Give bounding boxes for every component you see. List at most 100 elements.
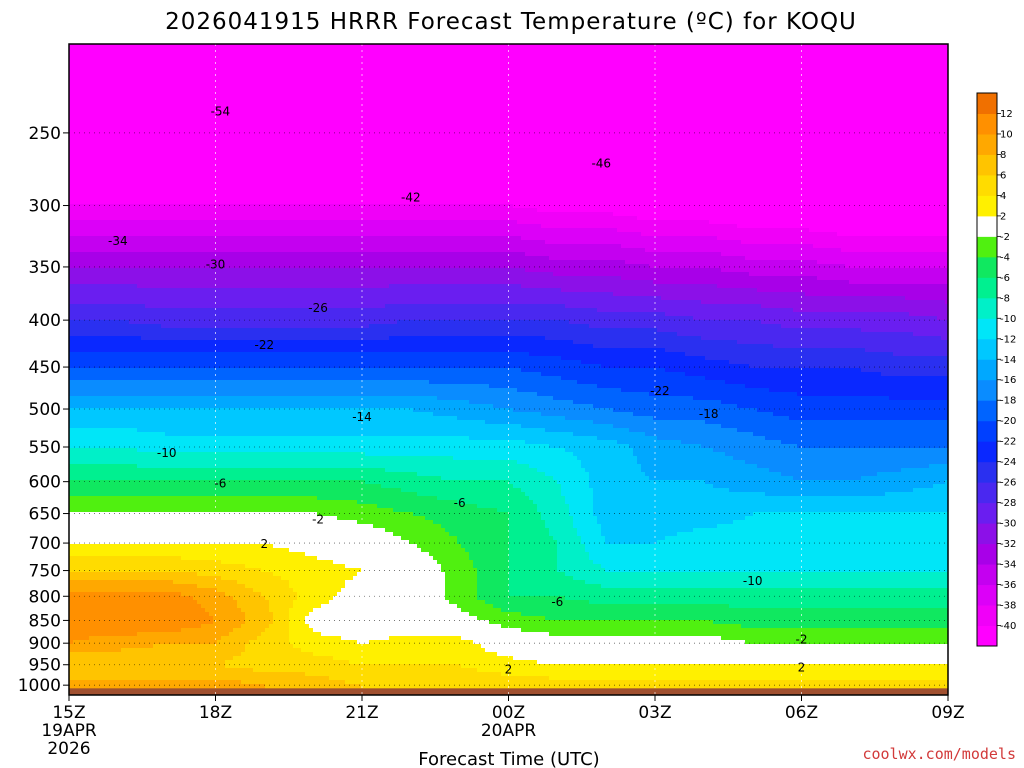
temperature-cell	[509, 544, 558, 549]
temperature-cell	[729, 360, 948, 365]
temperature-cell	[593, 508, 948, 513]
temperature-cell	[713, 484, 934, 489]
temperature-cell	[69, 612, 210, 617]
temperature-cell	[577, 528, 602, 533]
temperature-cell	[69, 428, 138, 433]
colorbar-swatch	[977, 502, 997, 524]
temperature-cell	[585, 544, 948, 549]
y-axis: 250 300 350 400 450 500 550 600 650 700 750 800 850 9…	[18, 124, 69, 696]
temperature-cell	[525, 440, 618, 445]
temperature-cell	[237, 600, 270, 605]
temperature-cell	[305, 620, 490, 625]
colorbar-label: -18	[1000, 396, 1016, 407]
temperature-cell	[69, 124, 948, 129]
temperature-cell	[361, 684, 948, 689]
temperature-cell	[557, 564, 602, 569]
temperature-cell	[69, 244, 622, 249]
temperature-cell	[493, 604, 730, 609]
temperature-cell	[69, 440, 526, 445]
temperature-cell	[717, 524, 948, 529]
temperature-cell	[69, 152, 948, 157]
temperature-cell	[221, 560, 334, 565]
temperature-cell	[273, 612, 290, 617]
temperature-cell	[705, 356, 948, 361]
temperature-cell	[69, 416, 458, 421]
contour-label: -6	[214, 477, 226, 491]
temperature-cell	[493, 404, 594, 409]
colorbar-swatch	[977, 215, 997, 237]
temperature-cell	[69, 368, 522, 373]
temperature-cell	[653, 416, 790, 421]
temperature-cell	[269, 600, 294, 605]
temperature-cell	[665, 348, 866, 353]
temperature-cell	[637, 456, 734, 461]
temperature-cell	[205, 608, 242, 613]
temperature-cell	[585, 548, 948, 553]
temperature-cell	[69, 404, 494, 409]
temperature-cell	[341, 636, 390, 641]
temperature-cell	[557, 556, 590, 561]
grid-lines	[69, 44, 948, 695]
temperature-cell	[737, 404, 948, 409]
temperature-cell	[629, 428, 738, 433]
temperature-cell	[145, 304, 386, 309]
temperature-cell	[533, 500, 566, 505]
temperature-cell	[665, 312, 910, 317]
temperature-cell	[597, 308, 794, 313]
temperature-cell	[645, 432, 754, 437]
temperature-cell	[521, 628, 948, 633]
temperature-cell	[297, 596, 334, 601]
temperature-cell	[421, 548, 466, 553]
temperature-cell	[657, 436, 766, 441]
temperature-cell	[649, 392, 798, 397]
temperature-cell	[665, 368, 862, 373]
temperature-cell	[573, 524, 602, 529]
temperature-cell	[401, 488, 522, 493]
temperature-cell	[69, 324, 162, 329]
temperature-cell	[745, 460, 948, 465]
colorbar-label: -30	[1000, 519, 1016, 530]
colorbar-swatch	[977, 400, 997, 422]
x-axis-title: Forecast Time (UTC)	[418, 749, 599, 768]
temperature-cell	[69, 292, 614, 297]
colorbar-swatch	[977, 625, 997, 647]
temperature-cell	[525, 492, 562, 497]
temperature-cell	[757, 408, 948, 413]
temperature-cell	[509, 548, 558, 553]
temperature-cell	[589, 552, 948, 557]
temperature-cell	[593, 420, 706, 425]
temperature-cell	[233, 628, 266, 633]
temperature-cell	[197, 584, 246, 589]
temperature-cell	[577, 532, 602, 537]
temperature-cell	[69, 356, 562, 361]
temperature-cell	[69, 608, 206, 613]
temperature-cell	[69, 216, 638, 221]
temperature-cell	[601, 564, 948, 569]
temperature-cell	[545, 472, 590, 477]
temperature-cell	[577, 456, 638, 461]
temperature-cell	[509, 552, 558, 557]
x-tick-label: 03Z	[638, 703, 671, 723]
colorbar-swatch	[977, 564, 997, 586]
temperature-cell	[569, 508, 594, 513]
temperature-cell	[769, 388, 948, 393]
temperature-cell	[69, 632, 138, 637]
temperature-cell	[561, 488, 594, 493]
temperature-cell	[357, 640, 370, 645]
temperature-cell	[565, 416, 654, 421]
temperature-cell	[69, 636, 90, 641]
x-tick-label: 18Z	[199, 703, 232, 723]
temperature-cell	[793, 476, 862, 481]
temperature-cell	[389, 284, 522, 289]
temperature-cell	[553, 536, 582, 541]
colorbar-swatch	[977, 379, 997, 401]
temperature-cell	[477, 584, 510, 589]
temperature-cell	[313, 652, 498, 657]
temperature-cell	[321, 632, 550, 637]
temperature-cell	[69, 524, 374, 529]
temperature-cell	[657, 328, 862, 333]
temperature-cell	[69, 436, 470, 441]
temperature-cell	[225, 664, 462, 669]
temperature-cell	[649, 264, 846, 269]
temperature-cell	[633, 448, 714, 453]
